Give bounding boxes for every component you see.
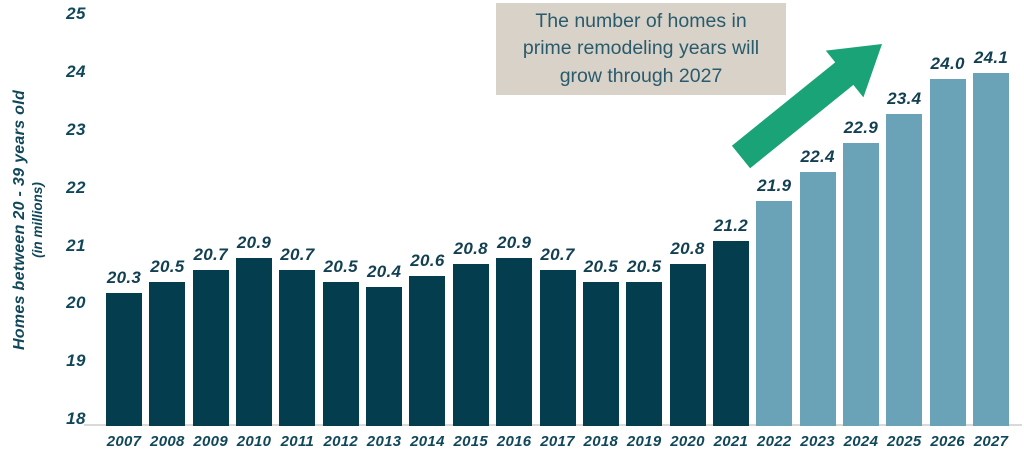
x-axis-label-2008: 2008 <box>150 433 185 450</box>
x-axis-label-2012: 2012 <box>323 433 359 450</box>
bar-value-label-2013: 20.4 <box>366 262 402 282</box>
x-axis-label-2024: 2024 <box>843 433 879 450</box>
y-axis-title-line1: Homes between 20 - 39 years old <box>11 89 28 351</box>
annotation-text: The number of homes in prime remodeling … <box>522 10 760 87</box>
x-axis-label-2019: 2019 <box>626 433 662 450</box>
x-axis-label-2021: 2021 <box>713 433 749 450</box>
bar-value-label-2008: 20.5 <box>150 256 185 276</box>
bar-2026 <box>929 79 966 426</box>
bar-2023 <box>799 171 836 426</box>
bar-value-label-2007: 20.3 <box>106 268 142 288</box>
x-axis-label-2014: 2014 <box>410 433 445 450</box>
bar-value-label-2011: 20.7 <box>280 244 315 264</box>
bar-value-label-2010: 20.9 <box>236 233 272 253</box>
y-tick-label-22: 22 <box>66 177 86 197</box>
bar-2009 <box>192 269 229 426</box>
bar-2010 <box>236 258 273 426</box>
y-tick-label-25: 25 <box>66 4 86 24</box>
x-axis-label-2009: 2009 <box>193 433 228 450</box>
x-axis-label-2025: 2025 <box>887 433 922 450</box>
x-axis-label-2022: 2022 <box>756 433 792 450</box>
bar-value-label-2016: 20.9 <box>496 233 532 253</box>
x-axis-label-2023: 2023 <box>800 433 835 450</box>
x-axis-label-2018: 2018 <box>583 433 619 450</box>
y-tick-label-18: 18 <box>66 409 86 428</box>
y-axis-title: Homes between 20 - 39 years old (in mill… <box>10 60 54 380</box>
bar-value-label-2018: 20.5 <box>583 256 618 276</box>
bar-value-label-2022: 21.9 <box>757 175 792 195</box>
x-axis-label-2027: 2027 <box>973 433 1009 450</box>
bar-value-label-2026: 24.0 <box>930 54 965 74</box>
bar-2019 <box>626 281 663 426</box>
bar-value-label-2014: 20.6 <box>410 250 445 270</box>
x-axis-label-2013: 2013 <box>366 433 402 450</box>
x-axis-label-2007: 2007 <box>106 433 142 450</box>
y-axis-title-line2: (in millions) <box>30 182 45 258</box>
bar-2014 <box>409 275 446 426</box>
bar-value-label-2020: 20.8 <box>670 239 705 259</box>
bar-value-label-2012: 20.5 <box>323 256 358 276</box>
plot-area: 20.3 20.5 20.7 20.9 20.7 20.5 20.4 20.6 20.8 20.9… <box>84 0 1022 426</box>
bar-2022 <box>756 200 793 426</box>
bar-2027 <box>973 73 1009 426</box>
x-axis-label-2011: 2011 <box>280 433 315 450</box>
bar-value-label-2025: 23.4 <box>887 88 922 108</box>
y-tick-label-24: 24 <box>66 62 86 82</box>
bar-2012 <box>322 281 359 426</box>
x-axis-label-2010: 2010 <box>236 433 272 450</box>
bar-value-label-2021: 21.2 <box>713 216 749 236</box>
bar-value-label-2027: 24.1 <box>973 48 1009 68</box>
bar-2020 <box>669 264 706 426</box>
bar-2018 <box>582 281 619 426</box>
annotation-callout: The number of homes in prime remodeling … <box>496 3 786 95</box>
bar-2024 <box>842 142 879 426</box>
x-axis-label-2015: 2015 <box>453 433 489 450</box>
bar-2017 <box>539 269 576 426</box>
bar-2008 <box>149 281 186 426</box>
bar-value-label-2015: 20.8 <box>453 239 488 259</box>
bar-2011 <box>279 269 316 426</box>
bar-value-label-2009: 20.7 <box>193 244 228 264</box>
x-axis-label-2020: 2020 <box>670 433 705 450</box>
bar-value-label-2019: 20.5 <box>627 256 662 276</box>
x-axis-label-2017: 2017 <box>540 433 575 450</box>
y-tick-label-21: 21 <box>66 235 86 255</box>
bar-2013 <box>366 287 403 426</box>
x-axis-label-2026: 2026 <box>930 433 965 450</box>
bar-2016 <box>496 258 533 426</box>
bar-value-label-2017: 20.7 <box>540 244 575 264</box>
bar-2015 <box>452 264 489 426</box>
y-tick-label-23: 23 <box>66 120 86 139</box>
y-tick-label-20: 20 <box>66 293 86 313</box>
x-axis-label-2016: 2016 <box>496 433 532 450</box>
bar-2007 <box>106 293 142 426</box>
bar-2025 <box>886 113 923 426</box>
bar-2021 <box>712 241 749 426</box>
y-tick-label-19: 19 <box>66 351 86 371</box>
